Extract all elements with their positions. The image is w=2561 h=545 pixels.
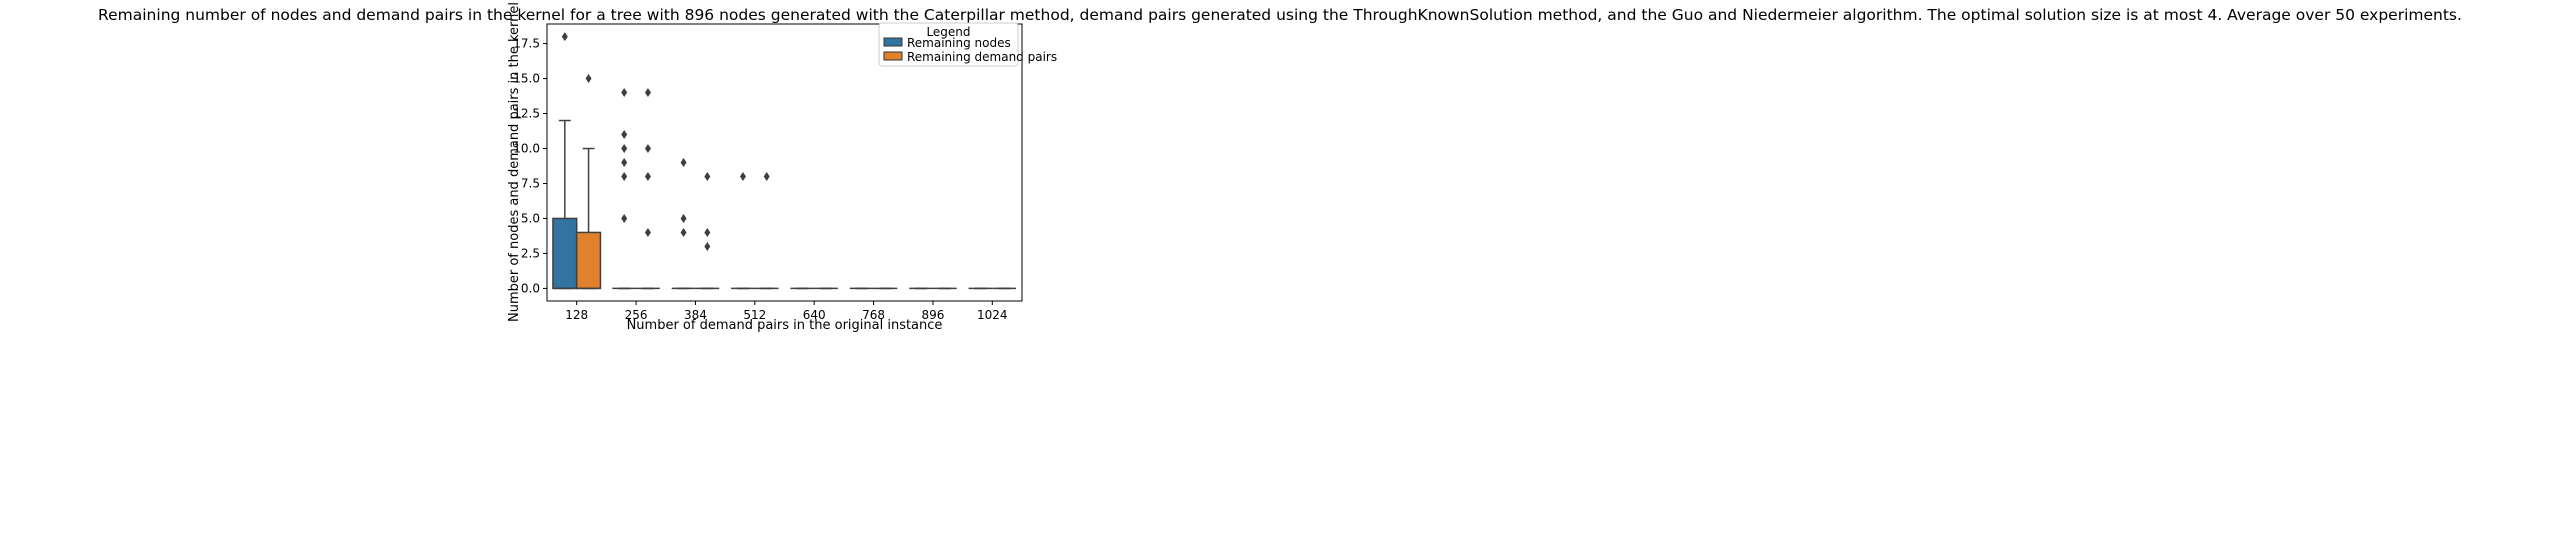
y-tick-label: 2.5	[521, 246, 540, 260]
outlier-point	[644, 144, 651, 154]
box-group-cat-128-series-0	[552, 32, 578, 290]
box-group-cat-512-series-1	[754, 171, 779, 290]
x-tick-label: 896	[921, 308, 944, 322]
x-axis-label: Number of demand pairs in the original i…	[627, 318, 943, 333]
outlier-point	[621, 158, 628, 167]
outlier-point	[680, 227, 687, 237]
legend: Legend Remaining nodes Remaining demand …	[878, 22, 1057, 67]
legend-swatch-remaining-demand-pairs	[883, 51, 903, 61]
box-group-cat-384-series-1	[695, 171, 720, 290]
x-tick-label: 256	[625, 308, 648, 322]
legend-label-remaining-demand-pairs: Remaining demand pairs	[907, 50, 1057, 64]
x-tick-label: 512	[743, 308, 766, 322]
y-tick-label: 0.0	[521, 281, 540, 295]
outlier-point	[704, 227, 711, 237]
x-tick-label: 768	[862, 308, 885, 322]
outlier-point	[621, 88, 628, 98]
x-tick-label: 640	[803, 308, 826, 322]
y-tick-label: 10.0	[513, 142, 540, 156]
y-tick-label: 7.5	[521, 176, 540, 190]
outlier-point	[739, 171, 746, 181]
y-tick-label: 17.5	[513, 37, 540, 51]
box	[552, 217, 578, 290]
chart-marks	[552, 32, 1017, 290]
box	[575, 231, 602, 290]
outlier-point	[585, 74, 592, 84]
y-tick-label: 5.0	[521, 211, 540, 225]
box-group-cat-512-series-0	[731, 171, 755, 290]
outlier-point	[644, 171, 651, 181]
y-tick-label: 15.0	[513, 72, 540, 86]
box-group-cat-256-series-1	[636, 88, 660, 290]
box-group-cat-256-series-0	[612, 88, 637, 290]
outlier-point	[704, 241, 711, 251]
x-axis-ticks: 128 256 384 512 640 768 896 1024	[565, 301, 1008, 322]
outlier-point	[621, 144, 628, 154]
y-axis-ticks: 0.0 2.5 5.0 7.5 10.0 12.5 15.0 17.5	[513, 37, 547, 295]
y-axis-label: Number of nodes and demand pairs in the …	[507, 2, 522, 322]
x-tick-label: 1024	[977, 308, 1008, 322]
x-tick-label: 128	[565, 308, 588, 322]
outlier-point	[763, 171, 770, 181]
outlier-point	[621, 171, 628, 181]
outlier-point	[561, 32, 568, 42]
outlier-point	[680, 213, 687, 223]
outlier-point	[644, 88, 651, 98]
plot-area-frame	[546, 23, 1023, 302]
outlier-point	[621, 130, 628, 140]
legend-swatch-remaining-nodes	[883, 37, 903, 47]
outlier-point	[704, 171, 711, 181]
outlier-point	[621, 213, 628, 223]
box-group-cat-384-series-0	[671, 158, 696, 290]
box-group-cat-128-series-1	[575, 74, 602, 290]
outlier-point	[644, 227, 651, 237]
legend-box	[878, 22, 1019, 67]
x-tick-label: 384	[684, 308, 707, 322]
legend-title: Legend	[926, 25, 970, 39]
legend-label-remaining-nodes: Remaining nodes	[907, 36, 1011, 50]
outlier-point	[680, 158, 687, 167]
y-tick-label: 12.5	[513, 107, 540, 121]
chart-title: Remaining number of nodes and demand pai…	[98, 6, 2462, 24]
